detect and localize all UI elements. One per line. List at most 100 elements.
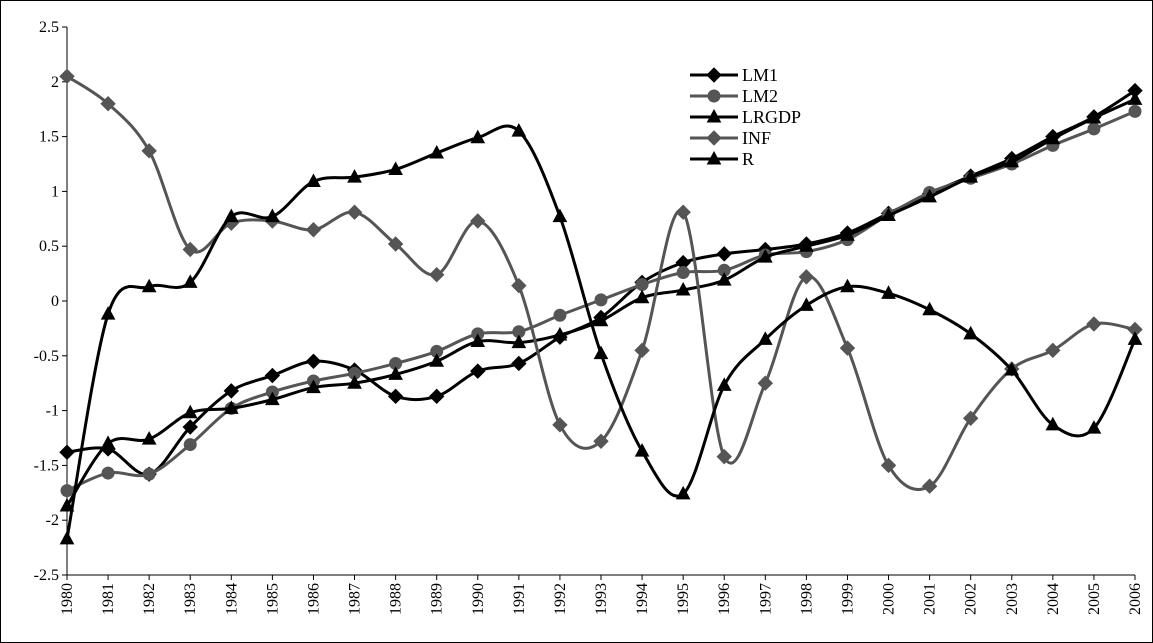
x-tick-label: 2006	[1127, 583, 1144, 615]
x-tick-label: 1988	[388, 583, 405, 615]
marker	[306, 173, 321, 188]
x-tick-label: 2003	[1004, 583, 1021, 615]
marker	[963, 325, 979, 340]
marker	[141, 431, 157, 445]
x-tick-label: 1991	[511, 583, 528, 615]
x-tick-label: 1993	[593, 583, 610, 615]
marker	[593, 345, 609, 360]
marker	[428, 388, 445, 405]
x-tick-label: 1989	[429, 583, 446, 615]
marker	[552, 326, 568, 341]
marker	[387, 236, 404, 252]
x-tick-label: 1994	[634, 583, 651, 615]
y-tick-label: -0.5	[34, 348, 59, 365]
marker	[305, 222, 322, 238]
marker	[1086, 420, 1102, 434]
marker	[963, 169, 979, 183]
marker	[100, 435, 116, 449]
marker	[511, 277, 527, 294]
x-tick-label: 1992	[552, 583, 569, 615]
marker	[675, 204, 691, 220]
marker	[757, 249, 773, 263]
marker	[265, 391, 280, 406]
marker	[470, 363, 486, 379]
marker	[840, 227, 855, 241]
x-tick-label: 2004	[1045, 583, 1062, 615]
marker	[706, 67, 722, 83]
marker	[716, 246, 732, 262]
marker	[881, 207, 896, 222]
marker	[593, 433, 609, 449]
x-tick-label: 2002	[963, 583, 980, 615]
marker	[306, 379, 321, 394]
marker	[141, 278, 157, 293]
marker	[552, 208, 568, 223]
marker	[594, 293, 608, 307]
legend-label: LM2	[742, 86, 778, 106]
marker	[798, 269, 815, 285]
x-tick-label: 2001	[922, 583, 939, 615]
marker	[100, 96, 116, 112]
marker	[388, 161, 403, 175]
marker	[634, 342, 650, 359]
marker	[799, 297, 814, 311]
marker	[347, 375, 362, 389]
x-tick-label: 1980	[59, 583, 76, 615]
marker	[183, 438, 197, 452]
marker	[265, 208, 280, 223]
marker	[223, 400, 239, 414]
marker	[101, 466, 115, 480]
series-line	[65, 124, 1137, 540]
marker	[757, 331, 773, 345]
marker	[1045, 342, 1061, 359]
y-tick-label: 1.5	[39, 129, 59, 146]
y-tick-label: -2.5	[34, 567, 59, 584]
marker	[511, 123, 527, 137]
marker	[706, 150, 722, 165]
marker	[552, 417, 568, 433]
marker	[840, 278, 855, 293]
y-tick-label: -1	[46, 403, 59, 420]
legend-label: INF	[742, 128, 771, 148]
x-tick-label: 2000	[881, 583, 898, 615]
marker	[182, 241, 198, 258]
marker	[387, 388, 404, 405]
legend-label: LRGDP	[742, 107, 801, 127]
x-tick-label: 1998	[798, 583, 815, 615]
marker	[716, 377, 732, 391]
marker	[635, 278, 649, 292]
marker	[676, 266, 690, 280]
marker	[757, 375, 774, 391]
marker	[470, 129, 486, 144]
marker	[59, 497, 75, 512]
marker	[511, 334, 527, 349]
marker	[59, 444, 75, 460]
marker	[716, 448, 732, 465]
marker	[347, 169, 362, 183]
marker	[428, 266, 445, 283]
marker	[922, 301, 937, 316]
marker	[716, 272, 732, 286]
y-tick-label: 2.5	[39, 19, 59, 36]
marker	[429, 144, 445, 159]
marker	[1004, 153, 1020, 168]
marker	[880, 457, 897, 474]
marker	[922, 188, 937, 203]
y-tick-label: 1	[51, 183, 59, 200]
legend-label: LM1	[742, 65, 778, 85]
marker	[1127, 331, 1143, 345]
marker	[470, 213, 486, 229]
marker	[675, 281, 691, 296]
marker	[346, 204, 363, 220]
marker	[511, 355, 527, 372]
x-tick-label: 1986	[305, 583, 322, 615]
marker	[839, 340, 856, 356]
marker	[1128, 104, 1142, 118]
marker	[182, 419, 198, 435]
marker	[1086, 316, 1102, 332]
marker	[264, 367, 281, 384]
x-tick-label: 1995	[675, 583, 692, 615]
y-tick-label: 0.5	[39, 238, 59, 255]
